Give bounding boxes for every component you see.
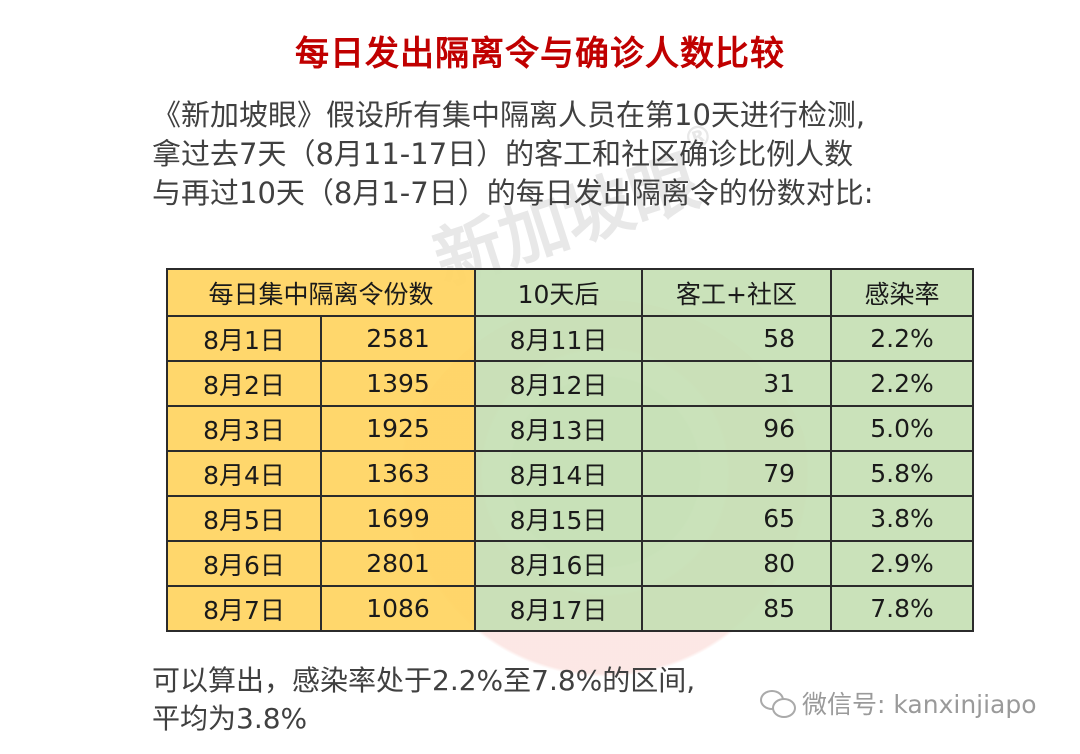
table-row: 8月3日 1925 8月13日 96 5.0% [166,405,974,452]
cell-after-date: 8月13日 [474,405,643,452]
intro-paragraph: 《新加坡眼》假设所有集中隔离人员在第10天进行检测, 拿过去7天（8月11-17… [152,96,952,213]
cell-cases: 79 [641,450,832,497]
cell-cases: 80 [641,540,832,587]
cell-date: 8月3日 [166,405,322,452]
cell-after-date: 8月12日 [474,360,643,407]
cell-date: 8月6日 [166,540,322,587]
table-row: 8月5日 1699 8月15日 65 3.8% [166,495,974,542]
cell-cases: 58 [641,315,832,362]
wechat-id-watermark: 微信号: kanxinjiapo [760,685,1037,721]
header-orders: 每日集中隔离令份数 [166,268,476,317]
cell-rate: 3.8% [830,495,974,542]
cell-orders: 2801 [320,540,476,587]
cell-date: 8月7日 [166,585,322,632]
cell-cases: 65 [641,495,832,542]
summary-line-1: 可以算出，感染率处于2.2%至7.8%的区间, [152,664,696,697]
cell-date: 8月2日 [166,360,322,407]
cell-cases: 85 [641,585,832,632]
cell-orders: 1395 [320,360,476,407]
cell-after-date: 8月15日 [474,495,643,542]
cell-rate: 7.8% [830,585,974,632]
intro-line-1: 《新加坡眼》假设所有集中隔离人员在第10天进行检测, [152,98,866,132]
table-header-row: 每日集中隔离令份数 10天后 客工+社区 感染率 [166,268,974,317]
wechat-icon [760,688,796,718]
cell-after-date: 8月16日 [474,540,643,587]
cell-cases: 31 [641,360,832,407]
table-row: 8月4日 1363 8月14日 79 5.8% [166,450,974,497]
table-row: 8月7日 1086 8月17日 85 7.8% [166,585,974,632]
cell-rate: 2.9% [830,540,974,587]
cell-after-date: 8月17日 [474,585,643,632]
cell-after-date: 8月14日 [474,450,643,497]
intro-line-2: 拿过去7天（8月11-17日）的客工和社区确诊比例人数 [152,137,854,171]
header-rate: 感染率 [830,268,974,317]
cell-orders: 1363 [320,450,476,497]
intro-line-3: 与再过10天（8月1-7日）的每日发出隔离令的份数对比: [152,176,874,210]
header-cases: 客工+社区 [641,268,832,317]
cell-orders: 1086 [320,585,476,632]
cell-after-date: 8月11日 [474,315,643,362]
cell-rate: 2.2% [830,315,974,362]
cell-rate: 5.0% [830,405,974,452]
cell-orders: 1699 [320,495,476,542]
cell-date: 8月4日 [166,450,322,497]
page-title: 每日发出隔离令与确诊人数比较 [295,34,785,74]
comparison-table: 每日集中隔离令份数 10天后 客工+社区 感染率 8月1日 2581 8月11日 58… [166,268,974,632]
cell-date: 8月5日 [166,495,322,542]
cell-date: 8月1日 [166,315,322,362]
cell-cases: 96 [641,405,832,452]
wechat-label: 微信号: kanxinjiapo [802,690,1037,719]
summary-paragraph: 可以算出，感染率处于2.2%至7.8%的区间, 平均为3.8% [152,662,695,738]
cell-rate: 2.2% [830,360,974,407]
cell-orders: 1925 [320,405,476,452]
cell-rate: 5.8% [830,450,974,497]
header-after: 10天后 [474,268,643,317]
summary-line-2: 平均为3.8% [152,702,308,735]
table-row: 8月6日 2801 8月16日 80 2.9% [166,540,974,587]
table-row: 8月2日 1395 8月12日 31 2.2% [166,360,974,407]
table-row: 8月1日 2581 8月11日 58 2.2% [166,315,974,362]
cell-orders: 2581 [320,315,476,362]
